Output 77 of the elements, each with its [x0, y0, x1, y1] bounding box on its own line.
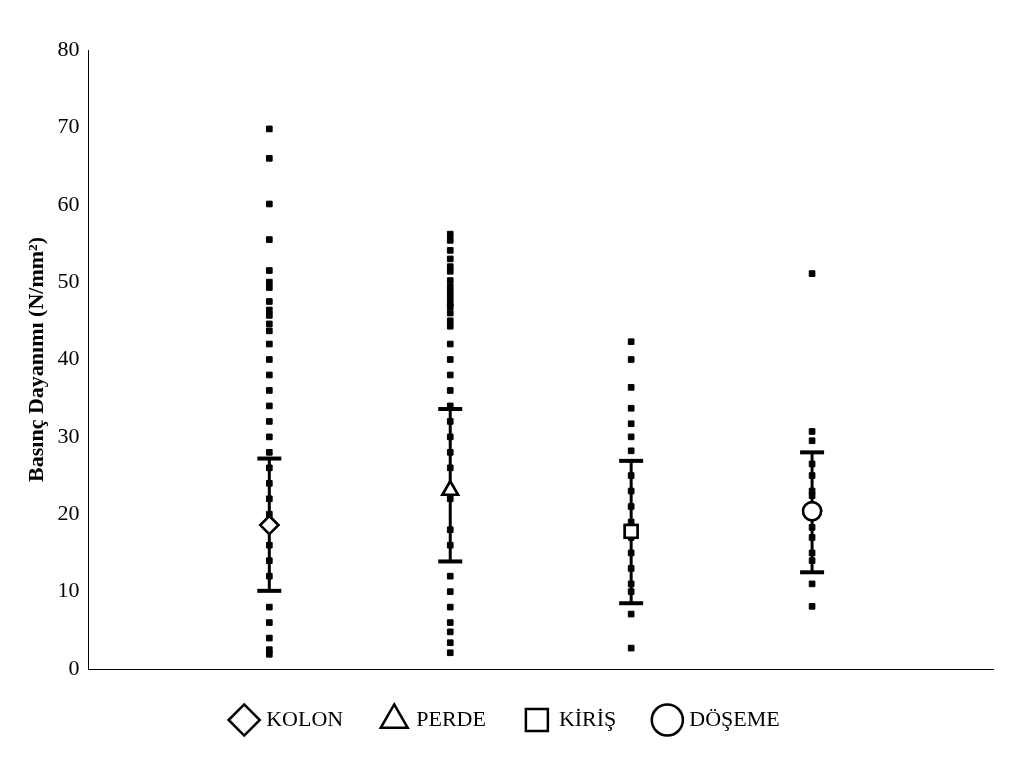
point [446, 588, 454, 595]
point [446, 322, 454, 330]
point [259, 514, 280, 536]
point [265, 236, 273, 243]
y-tick-label: 10 [57, 577, 80, 603]
point [265, 387, 273, 394]
point [265, 200, 273, 208]
y-tick-label: 50 [57, 267, 80, 293]
point [265, 603, 273, 611]
point [446, 263, 454, 270]
point [446, 288, 454, 296]
point [627, 384, 635, 391]
point [627, 610, 635, 618]
point [265, 278, 273, 286]
point [265, 371, 273, 379]
point [801, 500, 823, 522]
point [265, 646, 273, 653]
point [627, 420, 635, 428]
y-tick-label: 70 [57, 113, 80, 139]
point [446, 572, 454, 580]
point [808, 580, 816, 588]
point [627, 356, 635, 363]
point [627, 433, 635, 441]
point [623, 523, 639, 539]
point [265, 125, 273, 133]
point [446, 230, 454, 238]
point [446, 356, 454, 363]
point [446, 371, 454, 379]
point [265, 298, 273, 305]
point [446, 247, 454, 254]
point [265, 356, 273, 363]
point [265, 320, 273, 328]
point [446, 255, 454, 263]
point [446, 237, 454, 244]
y-tick-label: 30 [57, 422, 80, 448]
y-tick-label: 20 [57, 500, 80, 526]
point [265, 306, 273, 314]
point [627, 644, 635, 652]
point [808, 603, 816, 610]
point [627, 404, 635, 412]
point [446, 649, 454, 657]
point [808, 270, 816, 277]
legend-label: KOLON [266, 705, 344, 731]
point [265, 312, 273, 319]
legend-label: DÖŞEME [689, 705, 780, 731]
point [446, 619, 454, 626]
legend-label: KİRİŞ [558, 705, 617, 731]
point [446, 628, 454, 636]
point [446, 603, 454, 611]
point [446, 639, 454, 647]
point [446, 283, 454, 291]
point [446, 387, 454, 394]
y-tick-label: 60 [57, 190, 80, 216]
point [446, 317, 454, 325]
point [627, 338, 635, 346]
point [265, 433, 273, 441]
point [446, 309, 454, 317]
point [265, 155, 273, 162]
point [265, 449, 273, 456]
point [441, 480, 460, 497]
point [446, 340, 454, 348]
point [808, 437, 816, 445]
point [265, 402, 273, 410]
point [627, 447, 635, 455]
point [265, 619, 273, 626]
y-axis-title: Basınç Dayanımı (N/mm²) [22, 237, 48, 482]
legend-label: PERDE [416, 705, 486, 731]
point [265, 340, 273, 348]
y-tick-label: 80 [57, 35, 80, 61]
point [265, 267, 273, 274]
y-tick-label: 0 [68, 654, 80, 680]
y-tick-label: 40 [57, 345, 80, 371]
point [446, 277, 454, 284]
point [808, 428, 816, 435]
point [265, 327, 273, 335]
point [265, 634, 273, 642]
point [265, 418, 273, 425]
